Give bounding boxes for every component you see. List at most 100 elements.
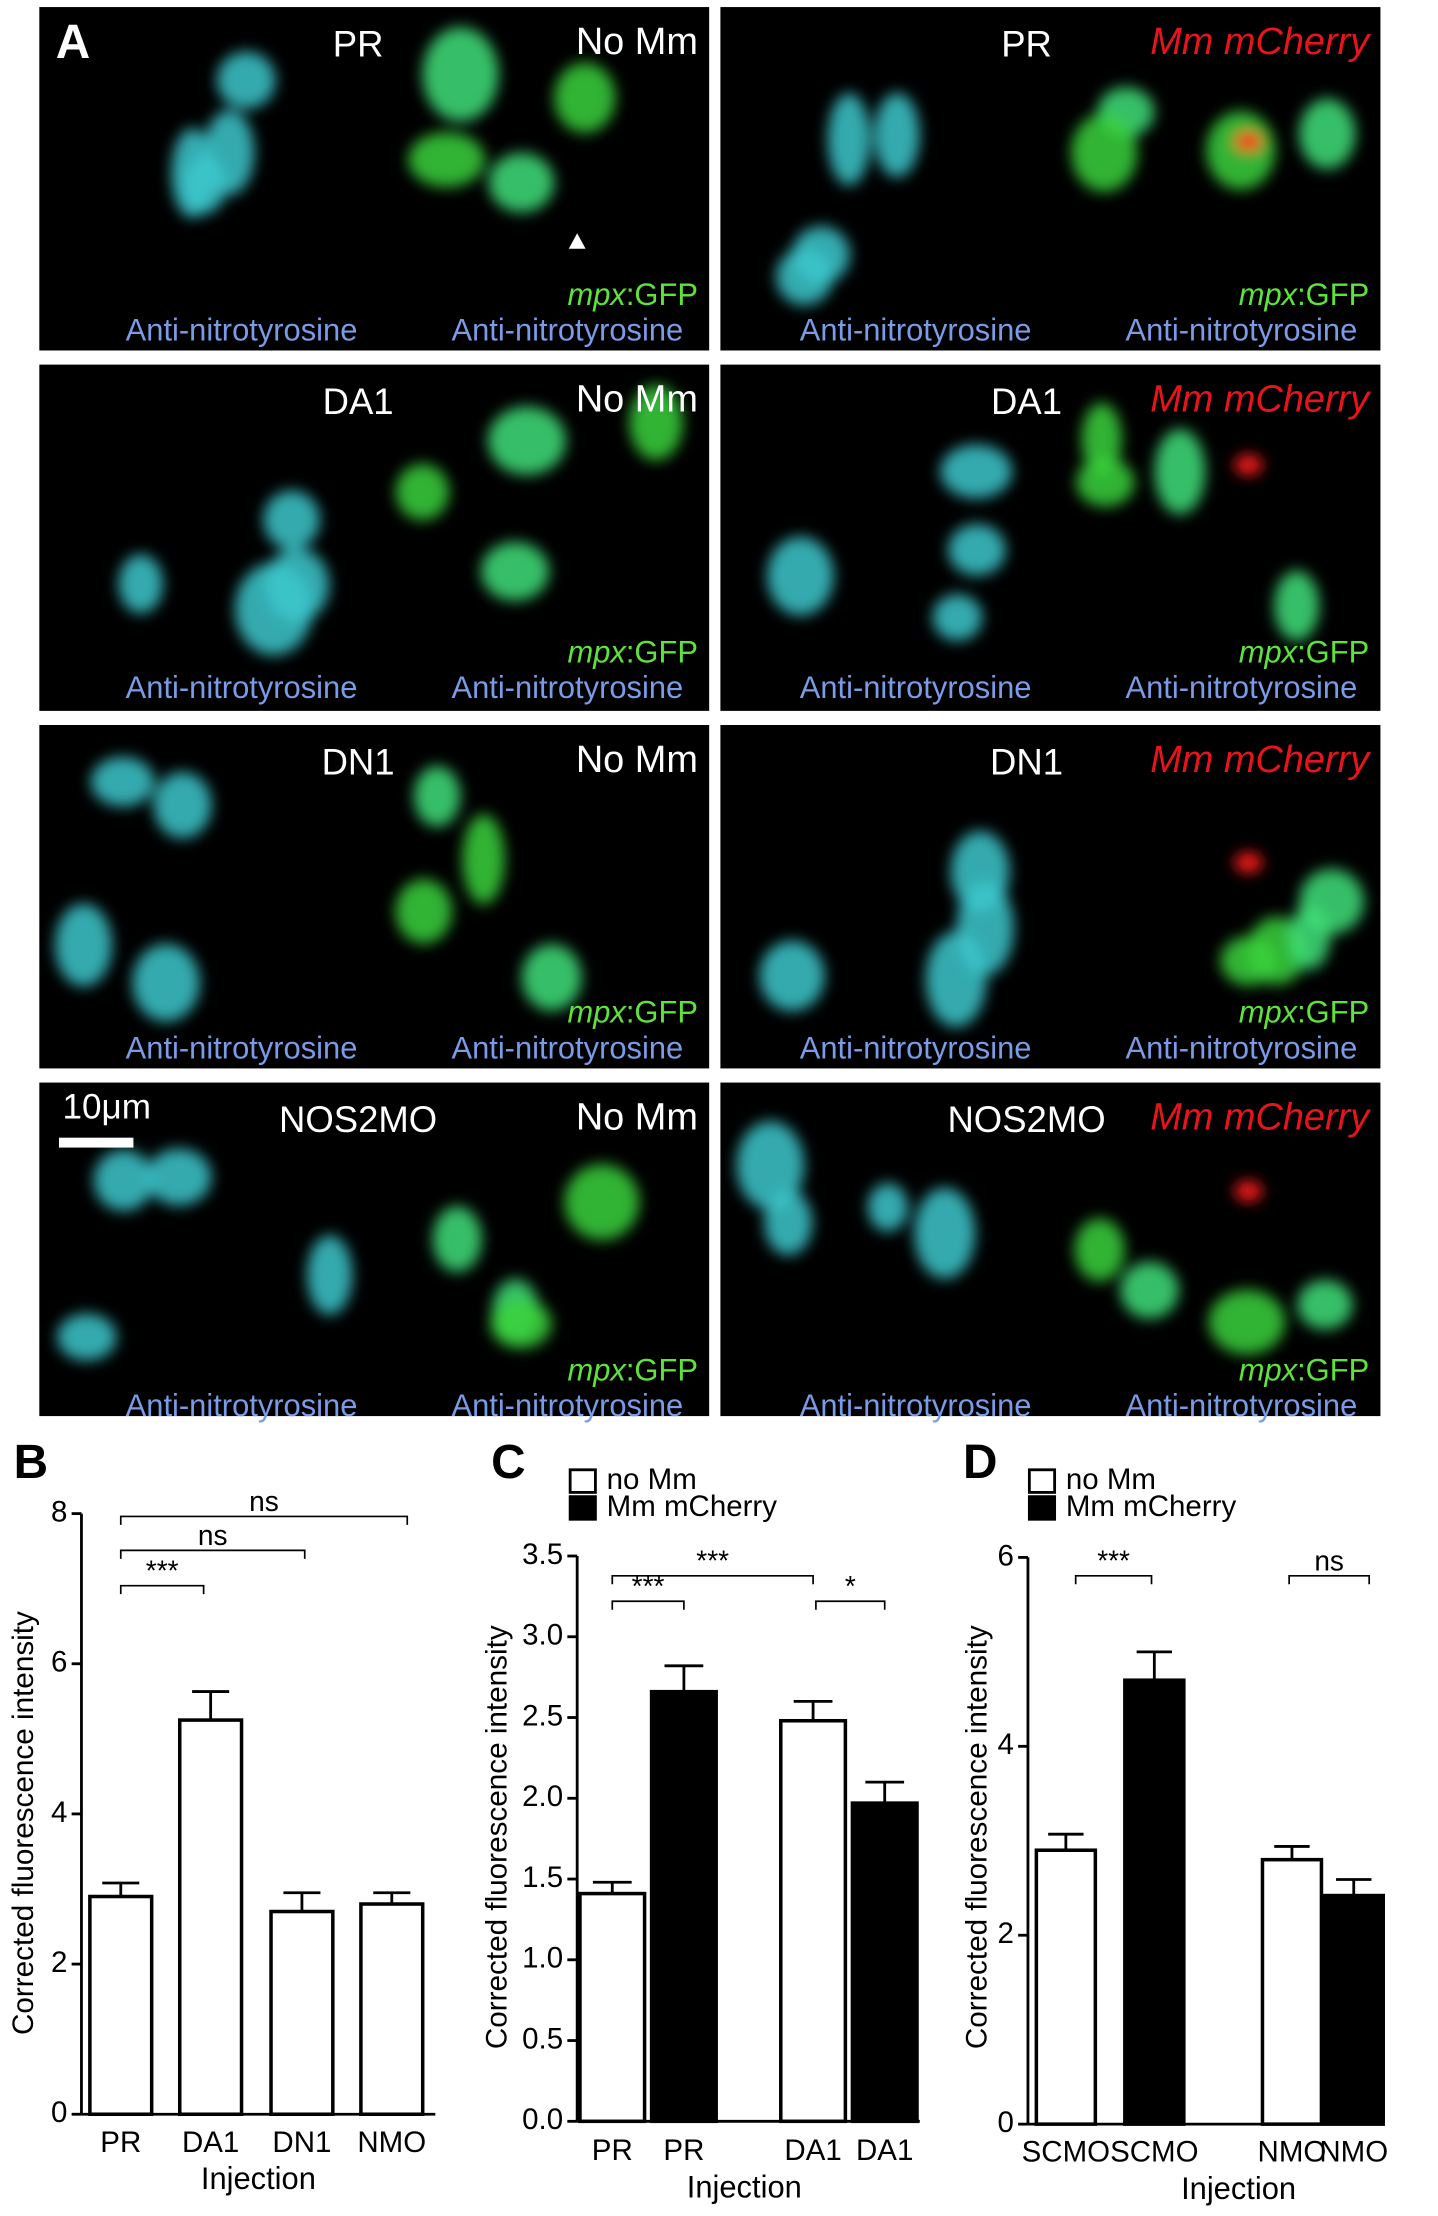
x-tick-label: NMO xyxy=(357,2126,426,2159)
significance-bracket xyxy=(611,1600,685,1610)
reporter-gene: mpx xyxy=(567,277,627,312)
cell xyxy=(564,1164,640,1240)
y-tick-label: 2 xyxy=(998,1917,1014,1950)
y-tick-label: 4 xyxy=(998,1728,1014,1761)
legend-swatch xyxy=(1027,1468,1057,1494)
cell xyxy=(408,132,486,188)
cell xyxy=(736,1121,805,1210)
significance-bracket xyxy=(611,1574,814,1585)
stain-label: Anti-nitrotyrosine xyxy=(800,312,1032,347)
y-tick-label: 0.0 xyxy=(522,2103,563,2136)
cells xyxy=(775,87,1356,306)
bar xyxy=(850,1801,919,2124)
bacteria xyxy=(1234,131,1263,152)
cells xyxy=(57,1148,640,1361)
x-tick-label: SCMO xyxy=(1022,2136,1110,2169)
cell xyxy=(1299,98,1356,170)
cell xyxy=(792,226,851,284)
significance-bracket xyxy=(119,1515,409,1525)
cell xyxy=(827,93,871,186)
reporter-gene: mpx xyxy=(567,1352,627,1387)
x-tick-label: NMO xyxy=(1258,2136,1327,2169)
y-tick-label: 6 xyxy=(51,1646,67,1679)
significance-bracket xyxy=(1074,1574,1153,1585)
cell xyxy=(413,765,461,827)
significance-bracket xyxy=(119,1549,306,1559)
y-tick-label: 0 xyxy=(998,2106,1014,2139)
panel-label: D xyxy=(963,1436,997,1489)
stain-label: Anti-nitrotyrosine xyxy=(800,1030,1032,1065)
bar xyxy=(1034,1848,1098,2126)
reporter-tag: :GFP xyxy=(626,995,698,1030)
significance-label: ns xyxy=(198,1519,228,1551)
infection-label: Mm mCherry xyxy=(1150,1096,1371,1138)
cell xyxy=(1071,113,1138,192)
condition-label: DN1 xyxy=(322,741,395,782)
y-tick-label: 3.5 xyxy=(522,1538,563,1571)
significance-bracket xyxy=(1288,1574,1371,1585)
cells xyxy=(55,756,582,1022)
cell xyxy=(629,385,683,461)
condition-label: NOS2MO xyxy=(947,1099,1105,1140)
cell xyxy=(950,830,1010,912)
reporter-label: mpx:GFP xyxy=(1239,1352,1369,1387)
x-tick-label: PR xyxy=(100,2126,141,2159)
cell xyxy=(264,548,330,622)
infection-label: No Mm xyxy=(576,378,698,420)
reporter-tag: :GFP xyxy=(1297,1352,1369,1387)
cell xyxy=(153,771,212,839)
reporter-tag: :GFP xyxy=(626,634,698,669)
legend-swatch xyxy=(1027,1495,1057,1521)
reporter-label: mpx:GFP xyxy=(1239,634,1369,669)
cell xyxy=(490,1298,552,1349)
reporter-gene: mpx xyxy=(567,634,627,669)
legend-label: Mm mCherry xyxy=(607,1490,778,1523)
cells xyxy=(736,1121,1353,1355)
y-tick-label: 8 xyxy=(51,1495,67,1528)
infection-label: No Mm xyxy=(576,739,698,781)
cell xyxy=(216,51,276,109)
x-axis-title: Injection xyxy=(1181,2171,1296,2206)
cell xyxy=(767,536,834,616)
bar xyxy=(779,1718,848,2124)
cell xyxy=(554,62,616,133)
x-tick-label: NMO xyxy=(1319,2136,1388,2169)
cell xyxy=(146,1148,212,1206)
scale-bar xyxy=(58,1137,134,1148)
significance-label: *** xyxy=(632,1570,665,1602)
stain-label: Anti-nitrotyrosine xyxy=(800,670,1032,705)
reporter-tag: :GFP xyxy=(1297,277,1369,312)
bar xyxy=(649,1689,718,2124)
cells xyxy=(759,830,1365,1028)
y-axis-title: Corrected fluorescence intensity xyxy=(961,1625,994,2049)
cell xyxy=(914,1187,976,1279)
significance-bracket xyxy=(815,1600,886,1610)
y-tick-label: 2.0 xyxy=(522,1780,563,1813)
stain-label: Anti-nitrotyrosine xyxy=(126,312,358,347)
reporter-gene: mpx xyxy=(1239,277,1299,312)
cell xyxy=(57,1313,117,1361)
cells xyxy=(171,27,616,219)
x-tick-label: DA1 xyxy=(182,2126,239,2159)
stain-label: Anti-nitrotyrosine xyxy=(451,1030,683,1065)
legend-label: Mm mCherry xyxy=(1066,1490,1237,1523)
cell xyxy=(940,444,1013,499)
cell xyxy=(925,931,987,1028)
stain-label: Anti-nitrotyrosine xyxy=(451,312,683,347)
x-axis-title: Injection xyxy=(201,2161,316,2196)
cell xyxy=(1074,1218,1125,1282)
significance-label: * xyxy=(845,1570,856,1602)
cell xyxy=(1208,1289,1286,1355)
y-tick-label: 0 xyxy=(51,2096,67,2129)
bar xyxy=(1123,1678,1186,2126)
cell xyxy=(203,109,255,195)
micrograph xyxy=(39,7,710,351)
reporter-label: mpx:GFP xyxy=(1239,995,1369,1030)
y-tick-label: 3.0 xyxy=(522,1619,563,1652)
cell xyxy=(1206,111,1276,190)
reporter-gene: mpx xyxy=(1239,1352,1299,1387)
cell xyxy=(307,1235,353,1315)
reporter-label: mpx:GFP xyxy=(567,1352,697,1387)
y-axis-title: Corrected fluorescence intensity xyxy=(480,1625,513,2049)
